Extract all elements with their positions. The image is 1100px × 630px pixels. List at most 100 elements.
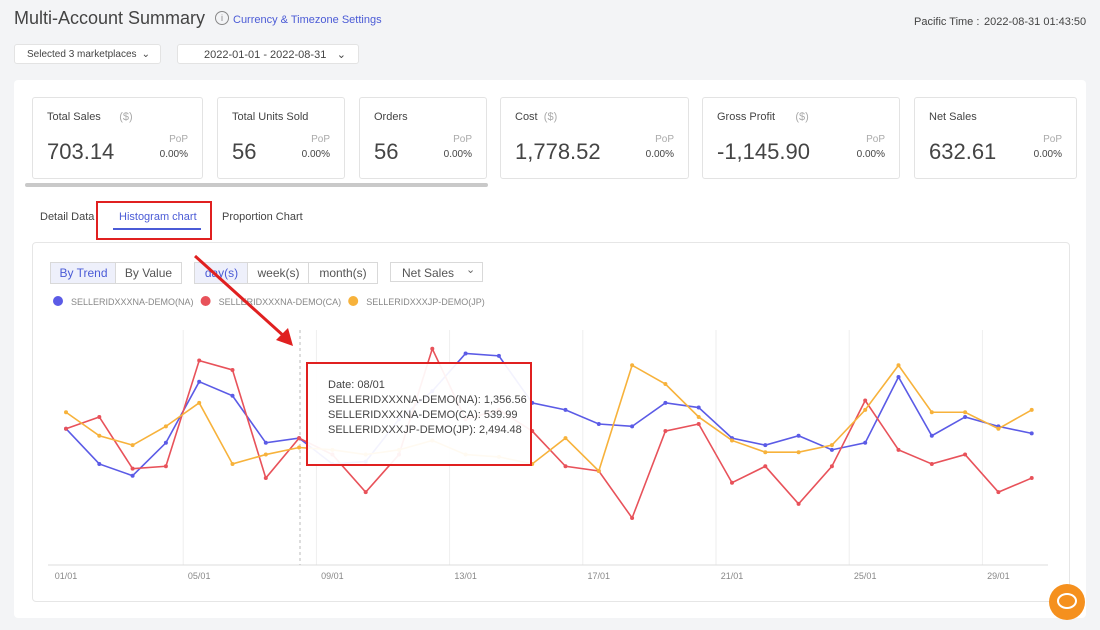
data-point — [263, 476, 268, 481]
data-point — [796, 450, 801, 455]
x-tick-label: 21/01 — [721, 571, 744, 581]
tooltip-line: SELLERIDXXXJP-DEMO(JP): 2,494.48 — [328, 424, 522, 436]
data-point — [696, 405, 701, 410]
data-point — [230, 461, 235, 466]
kpi-pop: 0.00% — [301, 149, 330, 160]
view-button[interactable]: By Trend — [50, 262, 117, 284]
tooltip-line: SELLERIDXXXNA-DEMO(CA): 539.99 — [328, 409, 518, 421]
data-point — [996, 426, 1001, 431]
chat-button[interactable] — [1049, 584, 1085, 620]
data-point — [130, 466, 135, 471]
tooltip-date: Date: 08/01 — [328, 379, 385, 391]
kpi-value: 56 — [374, 139, 399, 164]
date-range-picker[interactable]: 2022-01-01 - 2022-08-31 ⌄ — [177, 44, 359, 64]
kpi-pop-label: PoP — [1043, 134, 1062, 145]
data-point — [297, 445, 302, 450]
kpi-pop-label: PoP — [169, 134, 188, 145]
highlight-box — [96, 201, 212, 240]
data-point — [896, 447, 901, 452]
x-tick-label: 05/01 — [188, 571, 211, 581]
data-point — [263, 452, 268, 457]
kpi-pop: 0.00% — [443, 149, 472, 160]
data-point — [963, 414, 968, 419]
select-text: Selected 3 marketplaces — [27, 49, 137, 60]
kpi-label: Total Sales — [47, 111, 101, 123]
data-point — [97, 414, 102, 419]
data-point — [829, 447, 834, 452]
legend-label: SELLERIDXXXJP-DEMO(JP) — [366, 297, 485, 307]
kpi-unit: ($) — [543, 111, 558, 123]
kpi-value: 703.14 — [47, 139, 115, 164]
time-label: Pacific Time : — [914, 16, 980, 28]
legend-marker — [200, 296, 211, 306]
page-title: Multi-Account Summary — [14, 8, 206, 28]
tab[interactable]: Histogram chart — [119, 211, 197, 223]
data-point — [730, 438, 734, 443]
data-point — [796, 501, 801, 506]
data-point — [230, 393, 235, 398]
data-point — [663, 382, 668, 387]
data-point — [563, 436, 568, 441]
kpi-pop: 0.00% — [856, 149, 885, 160]
kpi-value: 56 — [232, 139, 257, 164]
data-point — [197, 400, 202, 405]
kpi-label: Gross Profit — [717, 111, 776, 123]
view-button[interactable]: By Value — [115, 262, 182, 284]
data-point — [763, 443, 768, 448]
data-point — [463, 351, 468, 356]
info-icon[interactable]: i — [215, 11, 229, 25]
kpi-card[interactable]: Cost ($) 1,778.52 PoP 0.00% — [500, 97, 689, 179]
legend-marker — [348, 296, 359, 306]
data-point — [230, 367, 235, 372]
data-point — [1029, 476, 1034, 481]
x-tick-label: 13/01 — [454, 571, 477, 581]
data-point — [863, 407, 868, 412]
data-point — [97, 433, 102, 438]
data-point — [496, 353, 501, 358]
tooltip-line: SELLERIDXXXNA-DEMO(NA): 1,356.56 — [328, 394, 527, 406]
series-line — [65, 363, 1033, 473]
data-point — [929, 433, 934, 438]
kpi-card[interactable]: Orders 56 PoP 0.00% — [359, 97, 487, 179]
data-point — [730, 480, 734, 485]
marketplace-select[interactable]: Selected 3 marketplaces ⌄ — [14, 44, 161, 64]
period-button[interactable]: month(s) — [308, 262, 378, 284]
x-tick-label: 01/01 — [55, 571, 78, 581]
kpi-label: Total Units Sold — [232, 111, 309, 123]
data-point — [97, 461, 102, 466]
data-point — [996, 490, 1001, 495]
data-point — [130, 473, 135, 478]
data-point — [163, 464, 168, 469]
scrollbar[interactable] — [25, 183, 488, 187]
data-point — [829, 464, 834, 469]
date-range-text: 2022-01-01 - 2022-08-31 — [204, 49, 327, 61]
tab-underline — [113, 228, 201, 230]
data-point — [896, 363, 901, 368]
settings-link[interactable]: Currency & Timezone Settings — [233, 14, 382, 26]
kpi-card[interactable]: Total Units Sold 56 PoP 0.00% — [217, 97, 345, 179]
kpi-pop-label: PoP — [655, 134, 674, 145]
data-point — [163, 424, 168, 429]
kpi-pop: 0.00% — [159, 149, 188, 160]
kpi-card[interactable]: Total Sales ($) 703.14 PoP 0.00% — [32, 97, 203, 179]
x-tick-label: 25/01 — [854, 571, 877, 581]
series-line — [65, 346, 1033, 520]
kpi-card[interactable]: Net Sales 632.61 PoP 0.00% — [914, 97, 1077, 179]
legend-label: SELLERIDXXXNA-DEMO(NA) — [71, 297, 194, 307]
data-point — [64, 410, 68, 415]
tab[interactable]: Detail Data — [40, 211, 95, 223]
kpi-pop-label: PoP — [311, 134, 330, 145]
legend-marker — [53, 296, 63, 306]
data-point — [263, 440, 268, 445]
data-point — [596, 422, 601, 426]
data-point — [563, 464, 568, 469]
tab[interactable]: Proportion Chart — [222, 211, 303, 223]
kpi-card[interactable]: Gross Profit ($) -1,145.90 PoP 0.00% — [702, 97, 900, 179]
metric-select[interactable]: Net Sales — [390, 262, 483, 282]
data-point — [663, 400, 668, 405]
kpi-label: Cost — [515, 111, 538, 123]
data-point — [863, 398, 868, 403]
data-point — [596, 469, 601, 473]
